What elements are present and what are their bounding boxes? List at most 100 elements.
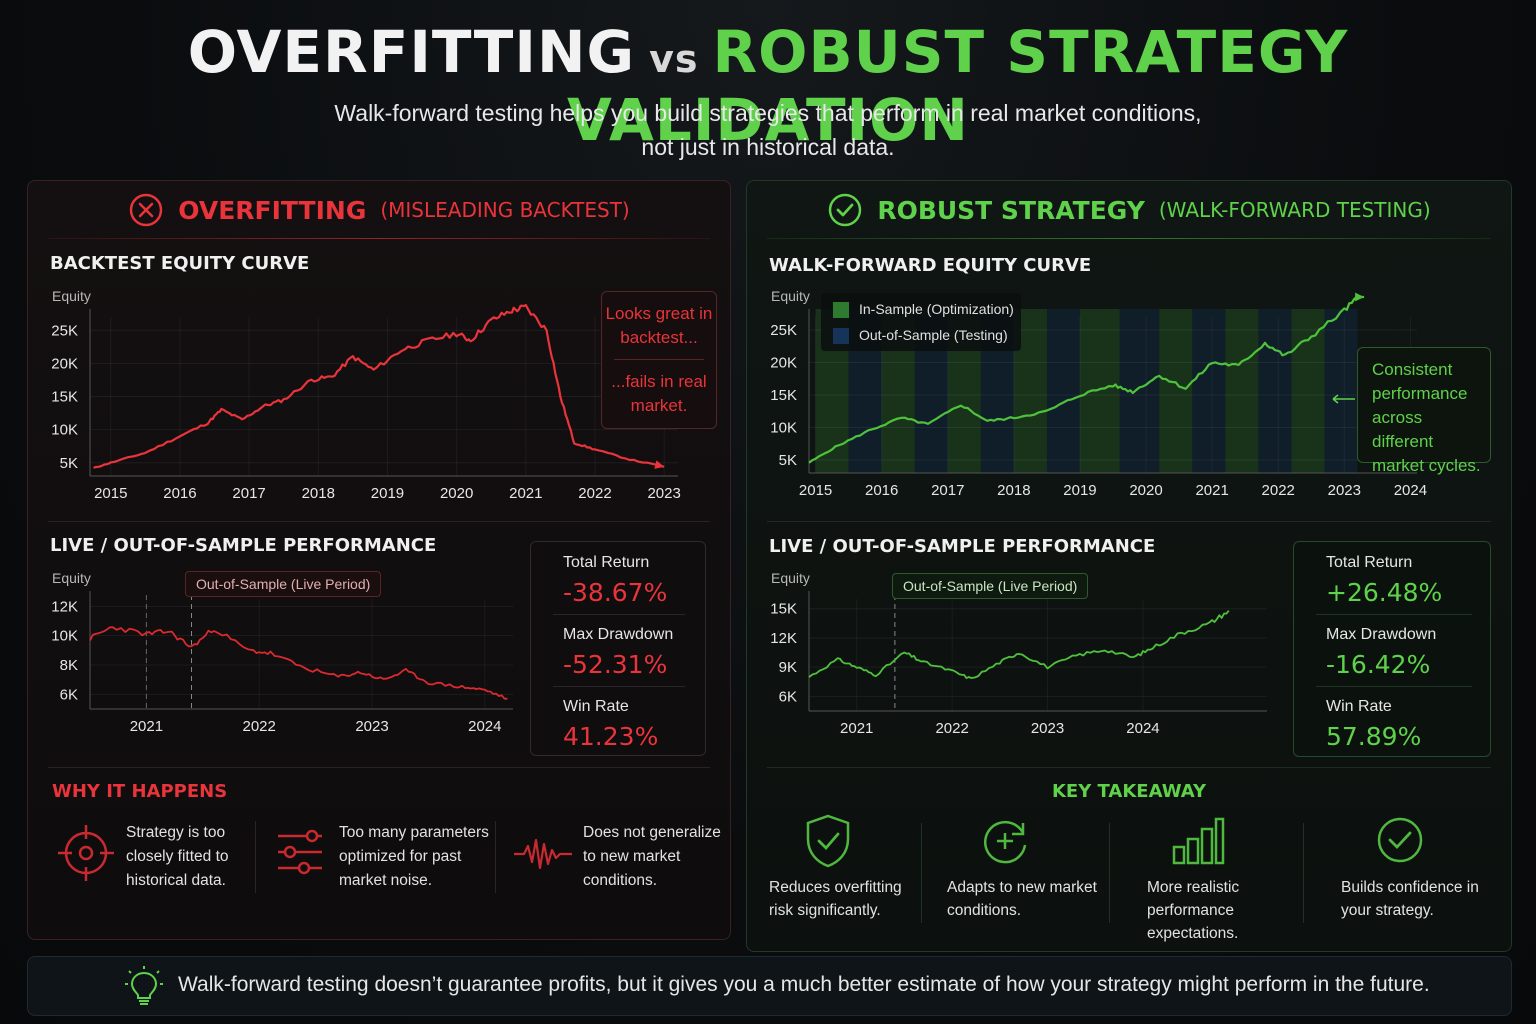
x-circle-icon [130,193,163,227]
divider [767,767,1491,768]
takeaway-item-2: Adapts to new market conditions. [947,879,1097,919]
robust-live-title: LIVE / OUT-OF-SAMPLE PERFORMANCE [769,536,1156,557]
x-tick-label: 2018 [997,482,1030,499]
stat-total-return-value: -38.67% [563,578,668,607]
wf-band-out [1324,309,1358,473]
x-tick-label: 2020 [440,485,473,502]
series-line [89,626,508,700]
why-item-1: Strategy is too closely fitted to histor… [126,824,229,889]
robust-callout: Consistent performance across different … [1357,347,1491,475]
wf-band-out [1258,309,1292,473]
divider [767,521,1491,522]
why-item-2: Too many parameters optimized for past m… [339,824,489,889]
y-tick-label: 25K [770,322,797,339]
wf-band-out [1119,309,1160,473]
x-tick-label: 2023 [1328,482,1361,499]
x-tick-label: 2021 [130,718,163,735]
y-tick-label: 15K [51,389,78,406]
divider [48,767,710,768]
y-axis-label: Equity [52,570,91,586]
wf-band-out [1192,309,1226,473]
page-subtitle: Walk-forward testing helps you build str… [300,96,1236,164]
stat-max-drawdown-label: Max Drawdown [1326,626,1437,643]
y-tick-label: 6K [779,688,797,705]
check-circle-icon [829,193,862,227]
lightbulb-icon [125,966,163,1005]
x-tick-label: 2022 [1262,482,1295,499]
x-tick-label: 2017 [931,482,964,499]
x-tick-label: 2015 [94,485,127,502]
walkforward-title: WALK-FORWARD EQUITY CURVE [769,255,1092,276]
wf-band-in [1159,309,1193,473]
x-tick-label: 2021 [1195,482,1228,499]
backtest-callout: Looks great in backtest... ...fails in r… [601,291,717,429]
y-axis-label: Equity [771,570,810,586]
x-tick-label: 2024 [1126,720,1159,737]
y-tick-label: 10K [770,420,797,437]
overfitting-subtitle: (MISLEADING BACKTEST) [380,198,630,222]
series-line [808,295,1365,464]
check-circle-icon [1377,817,1423,863]
shield-check-icon [806,814,850,868]
y-tick-label: 20K [770,355,797,372]
why-item-3: Does not generalize to new market condit… [583,824,721,889]
divider [553,614,685,615]
x-tick-label: 2022 [935,720,968,737]
chart-legend: In-Sample (Optimization) Out-of-Sample (… [821,293,1021,351]
x-tick-label: 2017 [232,485,265,502]
legend-in-sample-swatch [833,302,849,318]
divider [553,686,685,687]
overfitting-header: OVERFITTING (MISLEADING BACKTEST) [28,181,730,239]
y-axis-label: Equity [52,288,91,304]
divider [1109,823,1110,923]
divider [921,823,922,923]
robust-stats-box: Total Return +26.48% Max Drawdown -16.42… [1293,541,1491,757]
page-title: OVERFITTING vs ROBUST STRATEGY VALIDATION [0,18,1536,154]
x-tick-label: 2023 [1031,720,1064,737]
x-tick-label: 2021 [509,485,542,502]
x-tick-label: 2018 [302,485,335,502]
y-tick-label: 10K [51,422,78,439]
stat-total-return-label: Total Return [563,554,650,571]
key-takeaway-title: KEY TAKEAWAY [1051,781,1206,802]
y-tick-label: 5K [779,452,797,469]
series-end-arrow [654,460,665,469]
stat-max-drawdown-value: -52.31% [563,650,668,679]
divider [767,238,1491,239]
wf-band-in [1291,309,1325,473]
stat-total-return-label: Total Return [1326,554,1413,571]
wf-band-in [1079,309,1120,473]
series-line [93,303,665,469]
stat-max-drawdown-label: Max Drawdown [563,626,674,643]
y-tick-label: 9K [779,659,797,676]
refresh-plus-icon [984,820,1027,864]
divider [1303,823,1304,923]
y-tick-label: 10K [51,628,78,645]
takeaway-item-4: Builds confidence in your strategy. [1341,879,1479,919]
wf-band-in [1225,309,1259,473]
x-tick-label: 2019 [371,485,404,502]
title-overfitting: OVERFITTING [187,18,636,86]
divider [1316,686,1472,687]
stat-win-rate-label: Win Rate [1326,698,1392,715]
x-tick-label: 2024 [468,718,501,735]
divider [614,359,704,360]
x-tick-label: 2024 [1394,482,1427,499]
why-title: WHY IT HAPPENS [52,781,228,802]
x-tick-label: 2022 [578,485,611,502]
stat-win-rate-label: Win Rate [563,698,629,715]
live-title: LIVE / OUT-OF-SAMPLE PERFORMANCE [50,535,437,556]
callout-consistent: Consistent performance across different … [1372,360,1481,475]
robust-live-chart: 6K 9K 12K 15K 2021 2022 2023 2024 Equity [770,570,1267,737]
x-tick-label: 2023 [647,485,680,502]
stats-box: Total Return -38.67% Max Drawdown -52.31… [530,541,706,756]
y-tick-label: 8K [60,657,78,674]
y-tick-label: 15K [770,387,797,404]
x-tick-label: 2020 [1129,482,1162,499]
y-tick-label: 12K [51,598,78,615]
title-robust: ROBUST STRATEGY VALIDATION [567,18,1349,154]
legend-out-sample: Out-of-Sample (Testing) [859,327,1008,343]
title-vs: vs [649,37,699,81]
callout-looks-great: Looks great in backtest... [605,304,713,347]
stat-total-return-value: +26.48% [1326,578,1443,607]
